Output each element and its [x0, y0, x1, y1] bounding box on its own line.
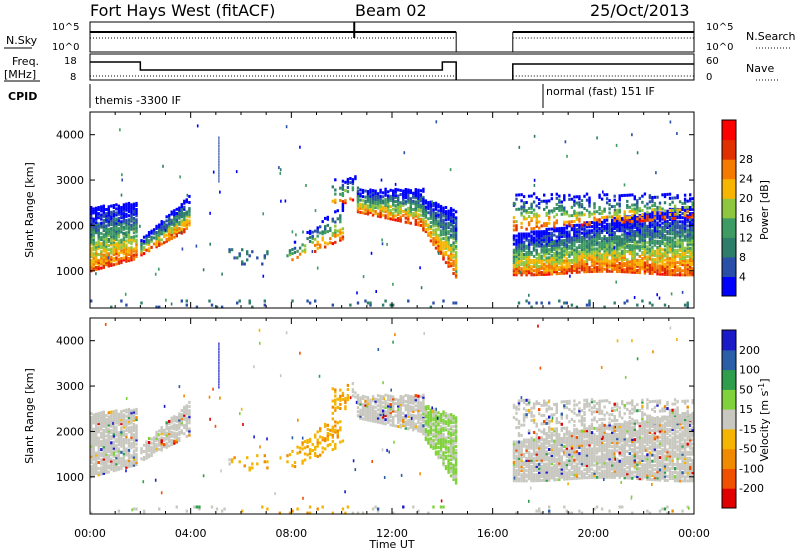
- cpid-mode-1: themis -3300 IF: [95, 94, 181, 107]
- nave-label: Nave: [746, 62, 774, 75]
- power-panel: 1000 2000 3000 4000 Slant Range [km] 4 8 12 16…: [23, 112, 771, 309]
- colorbar-segment: [722, 429, 736, 449]
- colorbar-segment: [722, 409, 736, 429]
- nsky-label: N.Sky: [6, 34, 38, 47]
- velocity-colorbar-label: Velocity [m s-1]: [757, 378, 772, 461]
- freq-tick-low: 8: [70, 72, 76, 83]
- power-data-cells: [90, 120, 694, 308]
- power-colorbar: 4 8 12 16 20 24 28: [722, 120, 753, 297]
- colorbar-tick-label: 200: [739, 344, 760, 357]
- x-tick-label: 04:00: [175, 527, 207, 540]
- beam-label: Beam 02: [355, 1, 427, 20]
- freq-unit-label: [MHz]: [4, 68, 36, 81]
- nsky-tick-high: 10^5: [52, 22, 79, 33]
- colorbar-segment: [722, 257, 736, 277]
- x-tick-label: 00:00: [678, 527, 710, 540]
- colorbar-segment: [722, 159, 736, 179]
- frequency-panel: Freq. [MHz] 18 8 60 0 Nave: [4, 54, 780, 83]
- colorbar-segment: [722, 350, 736, 370]
- colorbar-segment: [722, 179, 736, 199]
- x-axis-label: Time UT: [368, 538, 414, 551]
- colorbar-segment: [722, 468, 736, 488]
- colorbar-segment: [722, 370, 736, 390]
- colorbar-tick-label: -200: [739, 482, 764, 495]
- colorbar-tick-label: 16: [739, 212, 753, 225]
- noise-traces: [90, 22, 694, 52]
- velocity-colorbar-label-text: Velocity [m s: [758, 390, 771, 461]
- nsearch-tick-low: 10^0: [706, 42, 733, 53]
- colorbar-segment: [722, 488, 736, 508]
- colorbar-tick-label: -15: [739, 423, 757, 436]
- x-tick-label: 20:00: [577, 527, 609, 540]
- noise-panel: N.Sky 10^5 10^0 10^5 10^0 N.Search: [4, 22, 796, 53]
- velocity-data-cells: [90, 323, 694, 515]
- date-label: 25/Oct/2013: [590, 1, 690, 20]
- x-tick-label: 08:00: [275, 527, 307, 540]
- station-title: Fort Hays West (fitACF): [90, 1, 275, 20]
- colorbar-tick-label: 28: [739, 153, 753, 166]
- y-tick-label: 2000: [56, 425, 84, 438]
- colorbar-segment: [722, 330, 736, 350]
- colorbar-tick-label: 20: [739, 192, 753, 205]
- colorbar-tick-label: -100: [739, 462, 764, 475]
- colorbar-tick-label: 12: [739, 231, 753, 244]
- x-tick-label: 16:00: [477, 527, 509, 540]
- y-tick-label: 2000: [56, 219, 84, 232]
- colorbar-tick-label: 24: [739, 173, 753, 186]
- y-tick-label: 1000: [56, 265, 84, 278]
- velocity-panel: 1000 2000 3000 4000 Slant Range [km] -200 -1…: [23, 318, 771, 515]
- colorbar-segment: [722, 198, 736, 218]
- colorbar-tick-label: 50: [739, 383, 753, 396]
- colorbar-segment: [722, 120, 736, 140]
- velocity-ylabel: Slant Range [km]: [23, 368, 36, 464]
- nsky-tick-low: 10^0: [52, 42, 79, 53]
- velocity-colorbar-close: ]: [758, 378, 771, 382]
- y-tick-label: 1000: [56, 471, 84, 484]
- freq-tick-high: 18: [64, 56, 77, 67]
- colorbar-tick-label: 100: [739, 364, 760, 377]
- x-tick-label: 00:00: [74, 527, 106, 540]
- colorbar-segment: [722, 140, 736, 160]
- nave-tick-low: 0: [706, 72, 712, 83]
- y-tick-label: 4000: [56, 129, 84, 142]
- colorbar-segment: [722, 237, 736, 257]
- colorbar-segment: [722, 449, 736, 469]
- colorbar-segment: [722, 218, 736, 238]
- freq-label: Freq.: [12, 55, 39, 68]
- colorbar-segment: [722, 276, 736, 296]
- cpid-mode-2: normal (fast) 151 IF: [546, 85, 655, 98]
- velocity-colorbar-exponent: -1: [757, 383, 766, 391]
- nsearch-tick-high: 10^5: [706, 22, 733, 33]
- y-tick-label: 3000: [56, 380, 84, 393]
- nave-tick-high: 60: [706, 56, 719, 67]
- colorbar-tick-label: 8: [739, 251, 746, 264]
- y-tick-label: 4000: [56, 335, 84, 348]
- colorbar-tick-label: 15: [739, 403, 753, 416]
- colorbar-tick-label: -50: [739, 443, 757, 456]
- colorbar-segment: [722, 389, 736, 409]
- y-tick-label: 3000: [56, 174, 84, 187]
- cpid-label: CPID: [8, 90, 37, 103]
- power-ylabel: Slant Range [km]: [23, 162, 36, 258]
- cpid-panel: CPID themis -3300 IF normal (fast) 151 I…: [8, 84, 655, 108]
- power-colorbar-label: Power [dB]: [758, 180, 771, 240]
- nsearch-label: N.Search: [746, 30, 796, 43]
- colorbar-tick-label: 4: [739, 270, 746, 283]
- frequency-traces: [90, 62, 694, 80]
